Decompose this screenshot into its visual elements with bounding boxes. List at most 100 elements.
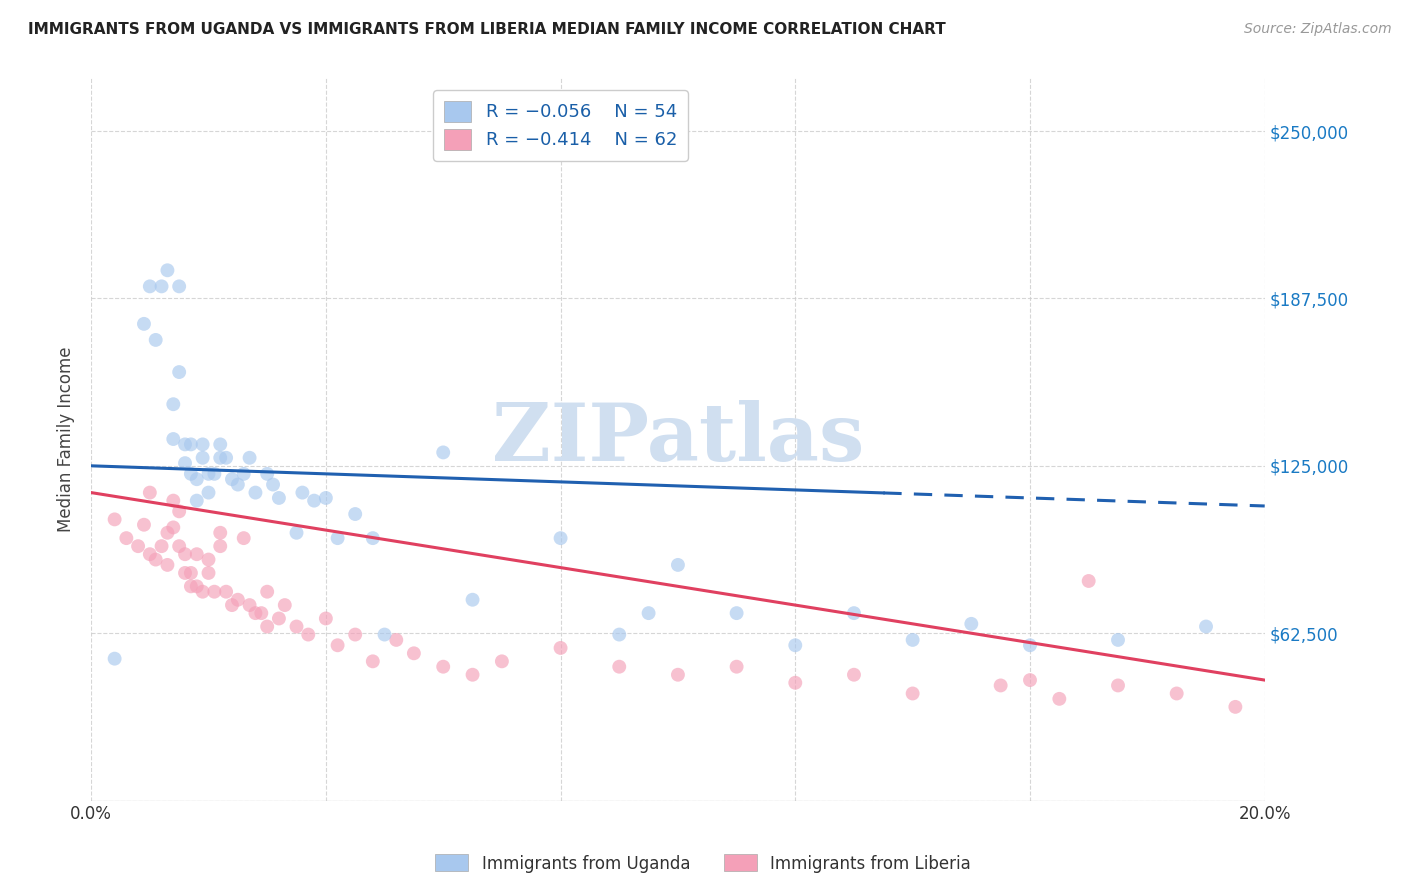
Point: [226, 477, 249, 491]
Point: [285, 525, 308, 540]
Point: [550, 531, 572, 545]
Point: [209, 450, 232, 465]
Point: [326, 531, 349, 545]
Point: [221, 472, 243, 486]
Point: [186, 579, 208, 593]
Point: [607, 627, 630, 641]
Point: [180, 579, 202, 593]
Point: [162, 493, 184, 508]
Point: [186, 472, 208, 486]
Point: [245, 485, 267, 500]
Point: [491, 654, 513, 668]
Point: [215, 450, 238, 465]
Point: [167, 279, 190, 293]
Point: [232, 467, 254, 481]
Point: [132, 317, 155, 331]
Point: [156, 558, 179, 572]
Point: [302, 493, 325, 508]
Point: [156, 525, 179, 540]
Point: [285, 619, 308, 633]
Point: [1107, 678, 1129, 692]
Y-axis label: Median Family Income: Median Family Income: [58, 346, 75, 532]
Legend: Immigrants from Uganda, Immigrants from Liberia: Immigrants from Uganda, Immigrants from …: [429, 847, 977, 880]
Point: [191, 437, 214, 451]
Point: [725, 659, 748, 673]
Point: [162, 520, 184, 534]
Point: [232, 531, 254, 545]
Point: [104, 651, 127, 665]
Point: [256, 584, 278, 599]
Point: [901, 632, 924, 647]
Point: [785, 675, 807, 690]
Point: [202, 584, 225, 599]
Point: [315, 491, 337, 505]
Point: [191, 450, 214, 465]
Point: [156, 263, 179, 277]
Point: [361, 654, 384, 668]
Point: [174, 456, 197, 470]
Point: [461, 667, 484, 681]
Point: [1019, 638, 1042, 652]
Point: [1077, 574, 1099, 588]
Point: [145, 333, 167, 347]
Point: [209, 525, 232, 540]
Point: [150, 279, 173, 293]
Point: [239, 450, 262, 465]
Point: [461, 592, 484, 607]
Point: [901, 686, 924, 700]
Point: [115, 531, 138, 545]
Point: [174, 547, 197, 561]
Point: [385, 632, 408, 647]
Point: [215, 584, 238, 599]
Point: [209, 437, 232, 451]
Point: [842, 606, 865, 620]
Point: [197, 485, 219, 500]
Point: [104, 512, 127, 526]
Point: [267, 611, 290, 625]
Point: [162, 397, 184, 411]
Point: [197, 552, 219, 566]
Point: [637, 606, 659, 620]
Point: [245, 606, 267, 620]
Point: [344, 507, 367, 521]
Point: [186, 493, 208, 508]
Point: [167, 539, 190, 553]
Point: [607, 659, 630, 673]
Point: [167, 365, 190, 379]
Point: [550, 640, 572, 655]
Point: [267, 491, 290, 505]
Point: [174, 566, 197, 580]
Point: [180, 437, 202, 451]
Point: [344, 627, 367, 641]
Point: [250, 606, 273, 620]
Point: [666, 667, 689, 681]
Point: [127, 539, 149, 553]
Point: [256, 619, 278, 633]
Point: [374, 627, 396, 641]
Point: [139, 279, 162, 293]
Point: [221, 598, 243, 612]
Point: [990, 678, 1012, 692]
Point: [432, 659, 454, 673]
Text: Source: ZipAtlas.com: Source: ZipAtlas.com: [1244, 22, 1392, 37]
Point: [167, 504, 190, 518]
Point: [432, 445, 454, 459]
Point: [1195, 619, 1218, 633]
Point: [186, 547, 208, 561]
Point: [262, 477, 284, 491]
Point: [1019, 673, 1042, 687]
Point: [191, 584, 214, 599]
Point: [162, 432, 184, 446]
Point: [666, 558, 689, 572]
Point: [139, 547, 162, 561]
Point: [239, 598, 262, 612]
Point: [361, 531, 384, 545]
Text: IMMIGRANTS FROM UGANDA VS IMMIGRANTS FROM LIBERIA MEDIAN FAMILY INCOME CORRELATI: IMMIGRANTS FROM UGANDA VS IMMIGRANTS FRO…: [28, 22, 946, 37]
Point: [326, 638, 349, 652]
Point: [1107, 632, 1129, 647]
Point: [291, 485, 314, 500]
Point: [1225, 699, 1247, 714]
Point: [297, 627, 319, 641]
Point: [402, 646, 425, 660]
Text: ZIPatlas: ZIPatlas: [492, 400, 865, 478]
